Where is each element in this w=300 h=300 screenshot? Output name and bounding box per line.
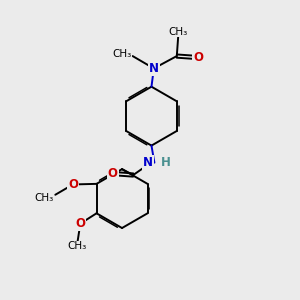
Text: O: O (75, 217, 85, 230)
Text: N: N (143, 156, 153, 169)
Text: O: O (108, 167, 118, 180)
Text: O: O (193, 51, 203, 64)
Text: O: O (68, 178, 78, 191)
Text: CH₃: CH₃ (169, 27, 188, 37)
Text: CH₃: CH₃ (68, 241, 87, 251)
Text: N: N (149, 62, 159, 75)
Text: CH₃: CH₃ (34, 193, 54, 203)
Text: CH₃: CH₃ (112, 49, 131, 59)
Text: H: H (161, 156, 171, 169)
